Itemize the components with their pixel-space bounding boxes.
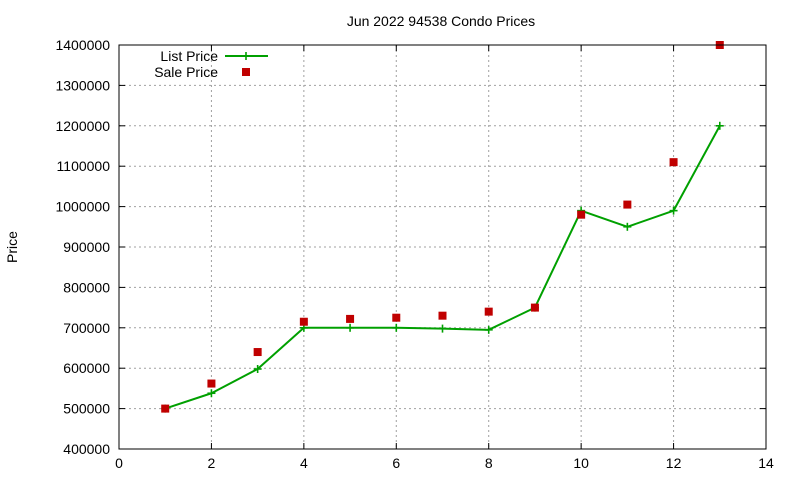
y-tick-label: 1300000 [55, 77, 110, 93]
sale-price-point [253, 348, 262, 357]
list-price-point [438, 324, 447, 333]
x-tick-label: 4 [300, 455, 308, 471]
sale-price-point [346, 314, 355, 323]
y-tick-label: 400000 [63, 441, 110, 457]
sale-price-point [669, 158, 678, 167]
sale-price-point [530, 303, 539, 312]
list-price-point [484, 325, 493, 334]
list-price-point [346, 323, 355, 332]
list-price-point [623, 222, 632, 231]
grid [119, 45, 766, 449]
legend-entry-1: Sale Price [154, 64, 250, 80]
y-axis-title: Price [4, 231, 20, 263]
y-tick-label: 1000000 [55, 199, 110, 215]
legend-label: Sale Price [154, 64, 218, 80]
x-tick-label: 8 [485, 455, 493, 471]
y-tick-label: 1100000 [57, 158, 111, 174]
y-tick-label: 600000 [63, 360, 110, 376]
y-tick-label: 1400000 [55, 37, 110, 53]
y-tick-label: 800000 [63, 279, 110, 295]
sale-price-point [577, 210, 586, 219]
sale-price-point [161, 404, 170, 413]
legend-entry-0: List Price [160, 48, 268, 64]
list-price-point [392, 323, 401, 332]
sale-price-point [299, 317, 308, 326]
chart-title: Jun 2022 94538 Condo Prices [347, 13, 535, 29]
x-tick-label: 10 [573, 455, 589, 471]
legend-label: List Price [160, 48, 218, 64]
series-0 [161, 121, 724, 413]
legend-plus-marker [242, 52, 250, 60]
legend-square-marker [242, 68, 250, 76]
list-price-point [253, 365, 262, 374]
series-layer [161, 41, 724, 413]
y-tick-label: 700000 [63, 320, 110, 336]
list-price-point [207, 389, 216, 398]
list-price-line [164, 125, 721, 410]
list-price-point [715, 121, 724, 130]
series-1 [161, 41, 724, 413]
x-tick-label: 2 [208, 455, 216, 471]
y-tick-label: 500000 [63, 401, 110, 417]
x-tick-label: 6 [392, 455, 400, 471]
sale-price-point [392, 313, 401, 322]
y-tick-label: 900000 [63, 239, 110, 255]
x-tick-label: 12 [666, 455, 682, 471]
sale-price-point [207, 379, 216, 388]
sale-price-point [438, 311, 447, 320]
sale-price-point [623, 200, 632, 209]
plot-frame [118, 44, 767, 450]
sale-price-point [484, 307, 493, 316]
x-tick-label: 0 [115, 455, 123, 471]
x-tick-label: 14 [758, 455, 774, 471]
y-tick-label: 1200000 [55, 118, 110, 134]
axis-ticks: 0 2 4 6 8 10 12 14 400000 500000 600000 700000 80000… [55, 37, 774, 471]
list-price-point [669, 206, 678, 215]
